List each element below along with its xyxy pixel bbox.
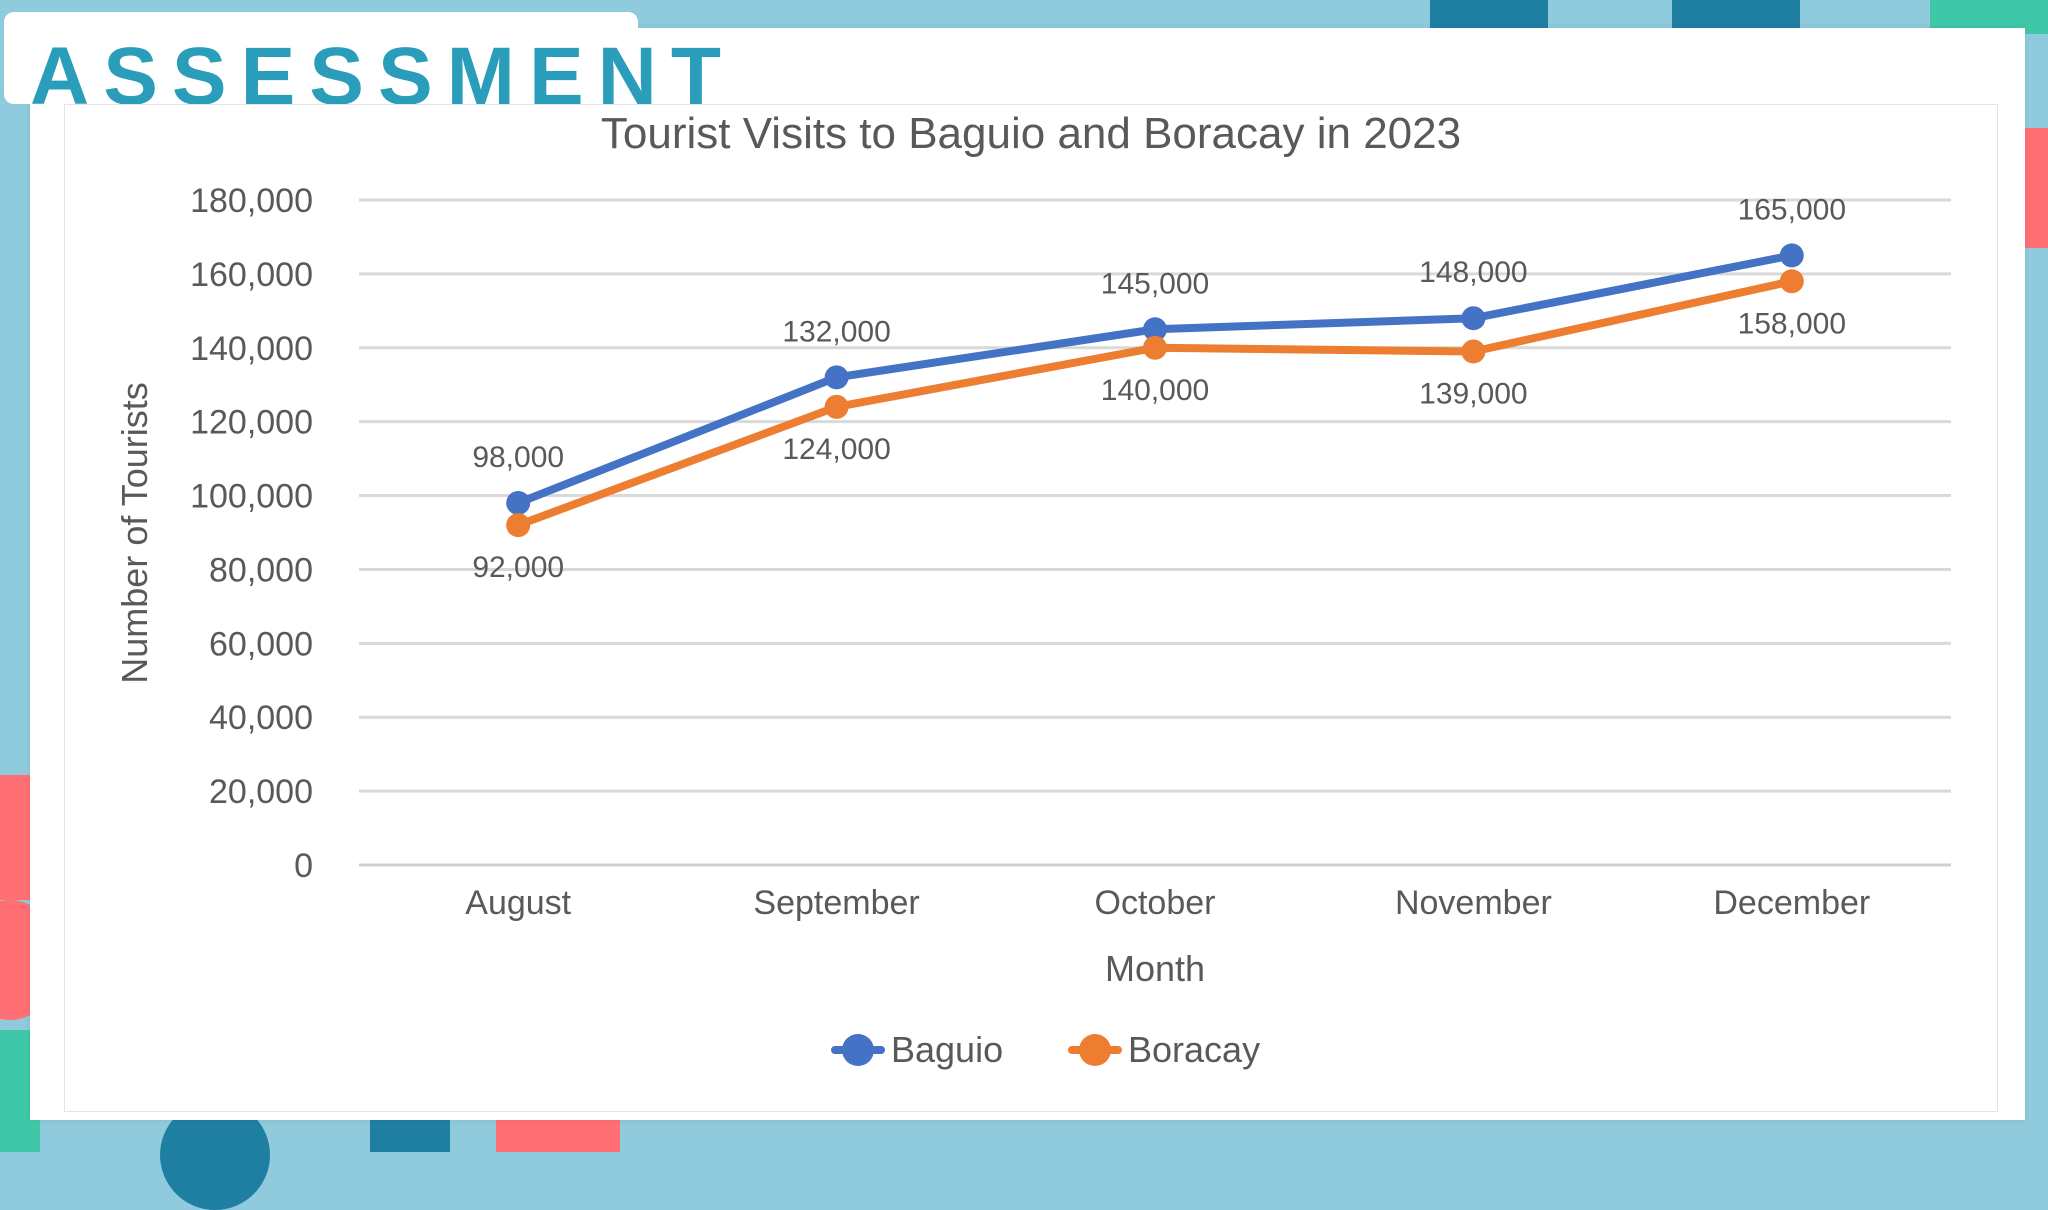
data-point-baguio — [824, 365, 849, 390]
y-tick-label: 180,000 — [190, 182, 313, 220]
data-point-baguio — [1779, 243, 1804, 268]
data-label-boracay: 92,000 — [472, 551, 564, 584]
y-tick-label: 160,000 — [190, 256, 313, 294]
data-label-baguio: 132,000 — [782, 315, 890, 348]
decor-pink-block-bottom — [496, 1118, 620, 1152]
legend-marker — [842, 1034, 874, 1066]
data-point-baguio — [506, 490, 531, 515]
legend: Baguio Boracay — [831, 1029, 1260, 1070]
y-tick-label: 120,000 — [190, 404, 313, 442]
x-tick-label: September — [753, 884, 919, 922]
chart-title: Tourist Visits to Baguio and Boracay in … — [601, 109, 1461, 158]
series-layer: 98,000 132,000 145,000 148,000 165,000 92,000… — [472, 193, 1846, 584]
legend-label: Baguio — [891, 1029, 1003, 1070]
line-chart: Tourist Visits to Baguio and Boracay in … — [114, 109, 1951, 1070]
x-tick-label: November — [1395, 884, 1552, 922]
data-label-baguio: 98,000 — [472, 441, 564, 474]
legend-marker — [1079, 1034, 1111, 1066]
y-tick-label: 80,000 — [209, 551, 313, 589]
data-point-boracay — [1461, 339, 1486, 364]
y-tick-label: 140,000 — [190, 330, 313, 368]
y-tick-label: 100,000 — [190, 478, 313, 516]
data-label-boracay: 158,000 — [1738, 307, 1846, 340]
x-tick-label: October — [1095, 884, 1216, 922]
data-label-baguio: 145,000 — [1101, 267, 1209, 300]
x-tick-label: August — [465, 884, 571, 922]
y-tick-label: 20,000 — [209, 773, 313, 811]
y-axis-ticks: 0 20,000 40,000 60,000 80,000 100,000 120,000 1… — [190, 182, 313, 885]
decor-pink-block-left — [0, 775, 34, 900]
decor-dark-block-bottom — [370, 1118, 450, 1152]
data-point-baguio — [1461, 306, 1486, 331]
y-tick-label: 40,000 — [209, 699, 313, 737]
decor-pink-block-right — [2022, 128, 2048, 248]
gridlines — [359, 198, 1951, 867]
data-point-boracay — [824, 394, 849, 419]
data-label-baguio: 165,000 — [1738, 193, 1846, 226]
x-axis-ticks: August September October November December — [465, 884, 1870, 922]
data-point-baguio — [1143, 317, 1167, 342]
y-tick-label: 0 — [294, 847, 313, 885]
y-axis-title: Number of Tourists — [114, 382, 155, 683]
chart-frame: Tourist Visits to Baguio and Boracay in … — [64, 104, 1998, 1112]
x-tick-label: December — [1713, 884, 1870, 922]
x-axis-title: Month — [1105, 948, 1205, 989]
data-label-boracay: 124,000 — [782, 433, 890, 466]
legend-label: Boracay — [1128, 1029, 1260, 1070]
heading-tab — [4, 12, 638, 104]
y-tick-label: 60,000 — [209, 625, 313, 663]
data-point-boracay — [506, 513, 531, 538]
data-label-boracay: 140,000 — [1101, 374, 1209, 407]
data-point-boracay — [1779, 269, 1804, 294]
data-label-baguio: 148,000 — [1419, 256, 1527, 289]
data-label-boracay: 139,000 — [1419, 377, 1527, 410]
data-point-boracay — [1143, 335, 1167, 360]
slide-heading: ASSESSMENT — [30, 31, 735, 122]
